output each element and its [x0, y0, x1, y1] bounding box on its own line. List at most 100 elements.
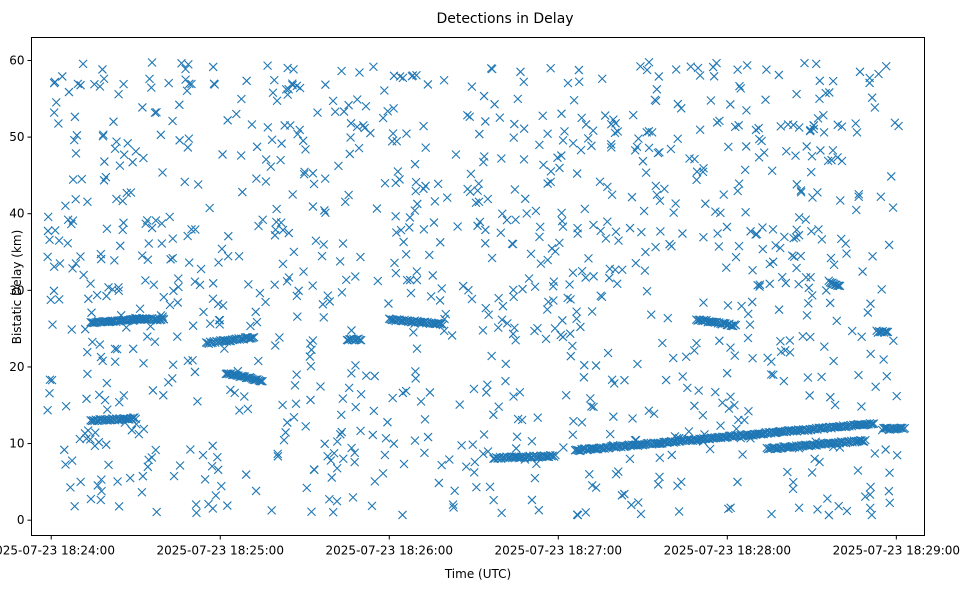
x-tick-label: 2025-07-23 18:29:00	[833, 544, 960, 558]
detection-point	[777, 272, 787, 282]
detection-point	[208, 62, 218, 72]
detection-point	[97, 486, 106, 496]
detection-point	[372, 204, 382, 213]
detection-point	[142, 332, 152, 342]
detection-point	[439, 75, 449, 85]
detection-point	[61, 401, 71, 411]
detection-point	[412, 70, 421, 80]
detection-point	[785, 348, 795, 357]
detection-point	[406, 288, 416, 298]
detection-point	[181, 64, 190, 74]
detection-point	[410, 436, 420, 446]
detection-point	[390, 258, 399, 268]
detection-point	[388, 129, 398, 138]
detection-point	[98, 130, 108, 140]
detection-point	[803, 373, 813, 382]
detection-point	[563, 293, 573, 303]
detection-point	[535, 232, 544, 242]
detection-point	[695, 125, 705, 135]
detection-point	[576, 322, 585, 332]
detection-point	[355, 68, 364, 77]
detection-point	[190, 225, 200, 234]
detection-point	[676, 477, 686, 487]
detection-point	[128, 157, 138, 167]
detection-point	[689, 346, 699, 355]
detection-point	[542, 305, 552, 314]
detection-point	[237, 94, 246, 104]
detection-point	[474, 197, 484, 207]
detection-point	[673, 134, 683, 144]
detection-point	[305, 352, 315, 361]
detection-point	[96, 495, 106, 505]
detection-point	[112, 194, 121, 204]
detection-point	[742, 61, 752, 70]
detection-point	[95, 82, 105, 91]
detection-point	[822, 494, 832, 504]
detection-point	[437, 460, 447, 470]
detection-point	[332, 496, 342, 506]
detection-point	[102, 291, 111, 301]
detection-point	[722, 368, 732, 378]
detection-point	[51, 97, 61, 107]
detection-point	[547, 244, 557, 253]
detection-point	[71, 194, 81, 204]
detection-point	[711, 317, 720, 327]
detection-point	[668, 353, 678, 363]
y-tick-label: 30	[9, 283, 24, 297]
detection-point	[782, 467, 792, 477]
detection-point	[766, 357, 776, 366]
detection-point	[613, 127, 623, 136]
detection-point	[87, 337, 97, 347]
detection-point	[574, 77, 584, 87]
detection-point	[866, 299, 875, 309]
detection-point	[168, 116, 177, 126]
detection-point	[367, 501, 377, 511]
detection-point	[651, 181, 661, 191]
detection-point	[295, 125, 305, 135]
detection-point	[802, 142, 812, 151]
detection-point	[620, 375, 629, 385]
detection-point	[63, 238, 73, 248]
detection-point	[356, 335, 366, 345]
detection-point	[815, 76, 825, 86]
detection-point	[469, 467, 479, 477]
detection-point	[834, 501, 844, 511]
detection-point	[164, 78, 174, 88]
detection-point	[509, 392, 518, 401]
detection-point	[82, 434, 91, 443]
detection-point	[361, 371, 371, 381]
detection-point	[352, 95, 362, 104]
detection-point	[46, 295, 56, 305]
detection-point	[550, 324, 560, 333]
detection-point	[509, 119, 519, 129]
detection-point	[337, 66, 346, 76]
detection-point	[498, 301, 508, 311]
detection-point	[896, 423, 906, 433]
detection-point	[608, 115, 618, 124]
detection-point	[98, 65, 107, 74]
detection-point	[147, 58, 157, 67]
detection-point	[144, 239, 154, 248]
detection-point	[819, 342, 829, 352]
detection-point	[255, 376, 265, 386]
detection-point	[610, 265, 620, 275]
detection-point	[471, 198, 481, 208]
detection-point	[730, 351, 740, 361]
detection-point	[398, 73, 408, 83]
detection-point	[692, 338, 701, 348]
detection-point	[168, 253, 178, 263]
detection-point	[380, 178, 390, 188]
detection-point	[608, 412, 618, 422]
detection-point	[99, 74, 109, 84]
detection-point	[721, 263, 731, 273]
detection-point	[258, 376, 267, 386]
detection-point	[743, 309, 753, 319]
detection-point	[115, 241, 125, 251]
detection-point	[698, 410, 708, 420]
detection-point	[246, 321, 255, 331]
detection-point	[291, 399, 301, 409]
detection-point	[480, 225, 490, 235]
detection-point	[79, 270, 89, 280]
detection-point	[439, 326, 449, 336]
detection-point	[617, 265, 627, 275]
